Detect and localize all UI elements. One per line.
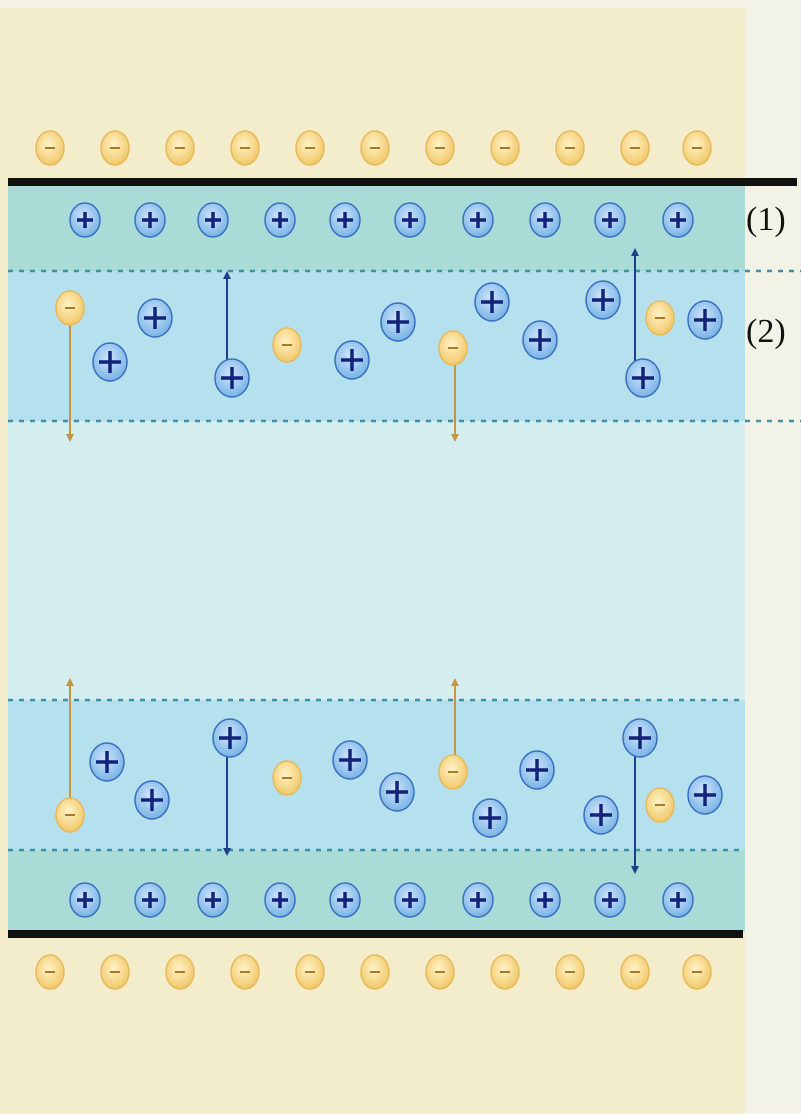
anion — [273, 328, 301, 362]
anion — [231, 955, 259, 989]
cation — [523, 321, 557, 359]
cation — [330, 883, 360, 917]
cation — [475, 283, 509, 321]
anion — [646, 788, 674, 822]
cation — [463, 883, 493, 917]
anion — [36, 131, 64, 165]
cation — [198, 883, 228, 917]
cation — [586, 281, 620, 319]
anion — [439, 755, 467, 789]
cation — [688, 301, 722, 339]
anion — [166, 131, 194, 165]
cation — [138, 299, 172, 337]
cation — [663, 883, 693, 917]
bulk-liquid — [8, 421, 745, 700]
cation — [530, 883, 560, 917]
cation — [663, 203, 693, 237]
cation — [520, 751, 554, 789]
anion — [621, 955, 649, 989]
anion — [56, 798, 84, 832]
cation — [213, 719, 247, 757]
anion — [56, 291, 84, 325]
anion — [101, 955, 129, 989]
cation — [135, 781, 169, 819]
anion — [683, 131, 711, 165]
anion — [491, 955, 519, 989]
cation — [265, 203, 295, 237]
cation — [330, 203, 360, 237]
anion — [646, 301, 674, 335]
cation — [395, 203, 425, 237]
anion — [426, 955, 454, 989]
anion — [621, 131, 649, 165]
cation — [595, 203, 625, 237]
cation — [380, 773, 414, 811]
cation — [215, 359, 249, 397]
anion — [426, 131, 454, 165]
anion — [273, 761, 301, 795]
cation — [530, 203, 560, 237]
page: (1) (2) (() => { const data = JSON.parse… — [0, 0, 801, 1114]
cation — [623, 719, 657, 757]
anion — [556, 131, 584, 165]
anion — [361, 955, 389, 989]
cation — [333, 741, 367, 779]
cation — [135, 883, 165, 917]
anion — [361, 131, 389, 165]
cation — [93, 343, 127, 381]
cation — [395, 883, 425, 917]
cation — [381, 303, 415, 341]
cation — [135, 203, 165, 237]
layer-label: (1) — [746, 201, 786, 238]
cation — [584, 796, 618, 834]
anion — [556, 955, 584, 989]
cation — [90, 743, 124, 781]
double-layer-diagram: (1) (2) — [0, 0, 801, 1114]
cation — [626, 359, 660, 397]
anion — [36, 955, 64, 989]
anion — [296, 131, 324, 165]
cation — [265, 883, 295, 917]
anion — [439, 331, 467, 365]
anion — [166, 955, 194, 989]
anion — [101, 131, 129, 165]
anion — [683, 955, 711, 989]
cation — [688, 776, 722, 814]
cation — [463, 203, 493, 237]
anion — [231, 131, 259, 165]
layer-label: (2) — [746, 313, 786, 350]
anion — [491, 131, 519, 165]
cation — [70, 883, 100, 917]
cation — [595, 883, 625, 917]
cation — [70, 203, 100, 237]
cation — [473, 799, 507, 837]
cation — [198, 203, 228, 237]
cation — [335, 341, 369, 379]
anion — [296, 955, 324, 989]
